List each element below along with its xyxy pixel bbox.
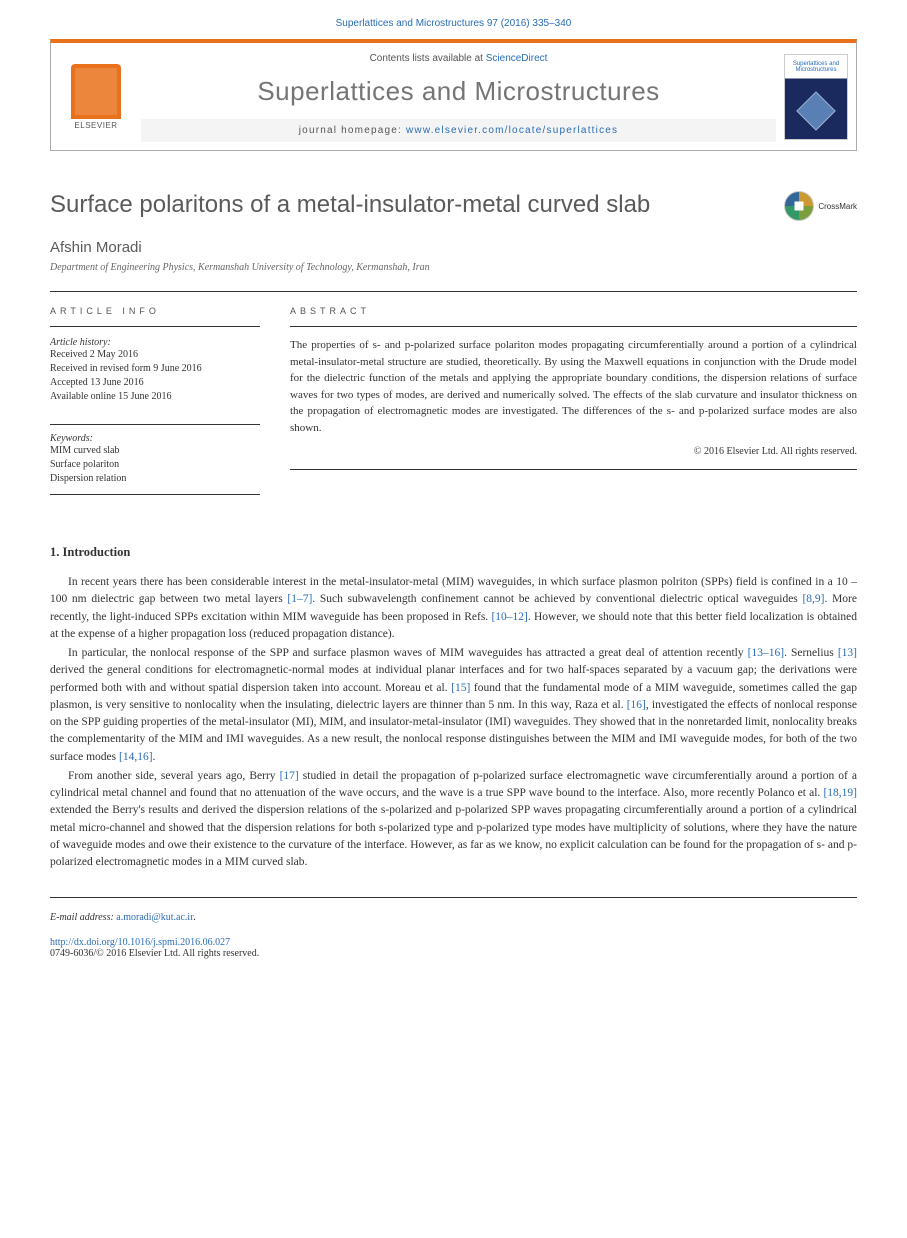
issn-copyright-line: 0749-6036/© 2016 Elsevier Ltd. All right… [50, 948, 857, 959]
online-date: Available online 15 June 2016 [50, 390, 260, 404]
keywords-label: Keywords: [50, 433, 260, 444]
ref-link-16[interactable]: [16] [627, 699, 646, 711]
abstract-heading: ABSTRACT [290, 306, 857, 327]
abstract-text: The properties of s- and p-polarized sur… [290, 337, 857, 436]
journal-homepage-link[interactable]: www.elsevier.com/locate/superlattices [406, 125, 618, 136]
p2-text-a: In particular, the nonlocal response of … [68, 647, 748, 659]
article-history-label: Article history: [50, 337, 260, 348]
journal-citation: Superlattices and Microstructures 97 (20… [0, 0, 907, 39]
ref-link-1-7[interactable]: [1–7] [287, 593, 312, 605]
abstract-column: ABSTRACT The properties of s- and p-pola… [290, 292, 857, 495]
journal-homepage-line: journal homepage: www.elsevier.com/locat… [141, 119, 776, 142]
email-label: E-mail address: [50, 912, 116, 923]
keyword-3: Dispersion relation [50, 472, 260, 486]
cover-title-text: Superlattices and Microstructures [785, 61, 847, 73]
doi-line: http://dx.doi.org/10.1016/j.spmi.2016.06… [50, 937, 857, 948]
abstract-copyright: © 2016 Elsevier Ltd. All rights reserved… [290, 446, 857, 457]
ref-link-14-16[interactable]: [14,16] [119, 751, 153, 763]
article-info-heading: ARTICLE INFO [50, 306, 260, 327]
received-date: Received 2 May 2016 [50, 348, 260, 362]
p2-text-f: . [153, 751, 156, 763]
divider [290, 469, 857, 470]
ref-link-10-12[interactable]: [10–12] [491, 611, 527, 623]
paragraph-1: In recent years there has been considera… [50, 574, 857, 643]
contents-prefix: Contents lists available at [370, 53, 486, 64]
paragraph-3: From another side, several years ago, Be… [50, 768, 857, 872]
article-footer: E-mail address: a.moradi@kut.ac.ir. http… [50, 897, 857, 979]
elsevier-logo[interactable]: ELSEVIER [51, 43, 141, 150]
keyword-2: Surface polariton [50, 458, 260, 472]
article-body: 1. Introduction In recent years there ha… [0, 515, 907, 883]
ref-link-13-16[interactable]: [13–16] [748, 647, 784, 659]
ref-link-13[interactable]: [13] [838, 647, 857, 659]
p3-text-c: extended the Berry's results and derived… [50, 804, 857, 868]
sciencedirect-link[interactable]: ScienceDirect [486, 53, 548, 64]
crossmark-badge[interactable]: CrossMark [784, 191, 857, 221]
journal-cover-thumb[interactable]: Superlattices and Microstructures [776, 43, 856, 150]
p2-text-b: . Sernelius [784, 647, 838, 659]
crossmark-label: CrossMark [818, 202, 857, 211]
keywords-block: Keywords: MIM curved slab Surface polari… [50, 424, 260, 495]
p1-text-b: . Such subwavelength confinement cannot … [312, 593, 802, 605]
paragraph-2: In particular, the nonlocal response of … [50, 645, 857, 766]
revised-date: Received in revised form 9 June 2016 [50, 362, 260, 376]
crossmark-icon [784, 191, 814, 221]
section-heading-1: 1. Introduction [50, 545, 857, 560]
journal-title: Superlattices and Microstructures [141, 76, 776, 107]
accepted-date: Accepted 13 June 2016 [50, 376, 260, 390]
header-center: Contents lists available at ScienceDirec… [141, 43, 776, 150]
keyword-1: MIM curved slab [50, 444, 260, 458]
corresponding-email-line: E-mail address: a.moradi@kut.ac.ir. [50, 912, 857, 923]
author-name[interactable]: Afshin Moradi [50, 239, 857, 256]
ref-link-17[interactable]: [17] [280, 770, 299, 782]
ref-link-18-19[interactable]: [18,19] [823, 787, 857, 799]
ref-link-8-9[interactable]: [8,9] [802, 593, 824, 605]
article-title: Surface polaritons of a metal-insulator-… [50, 191, 650, 220]
homepage-prefix: journal homepage: [299, 125, 406, 136]
elsevier-label: ELSEVIER [74, 121, 117, 130]
article-info-column: ARTICLE INFO Article history: Received 2… [50, 292, 260, 495]
contents-available-line: Contents lists available at ScienceDirec… [141, 53, 776, 64]
author-affiliation: Department of Engineering Physics, Kerma… [50, 262, 857, 273]
ref-link-15[interactable]: [15] [451, 682, 470, 694]
cover-diamond-icon [796, 91, 836, 131]
journal-header: ELSEVIER Contents lists available at Sci… [50, 39, 857, 151]
author-email-link[interactable]: a.moradi@kut.ac.ir [116, 912, 193, 923]
cover-image: Superlattices and Microstructures [784, 54, 848, 140]
p3-text-a: From another side, several years ago, Be… [68, 770, 280, 782]
elsevier-tree-icon [71, 64, 121, 119]
doi-link[interactable]: http://dx.doi.org/10.1016/j.spmi.2016.06… [50, 937, 230, 948]
